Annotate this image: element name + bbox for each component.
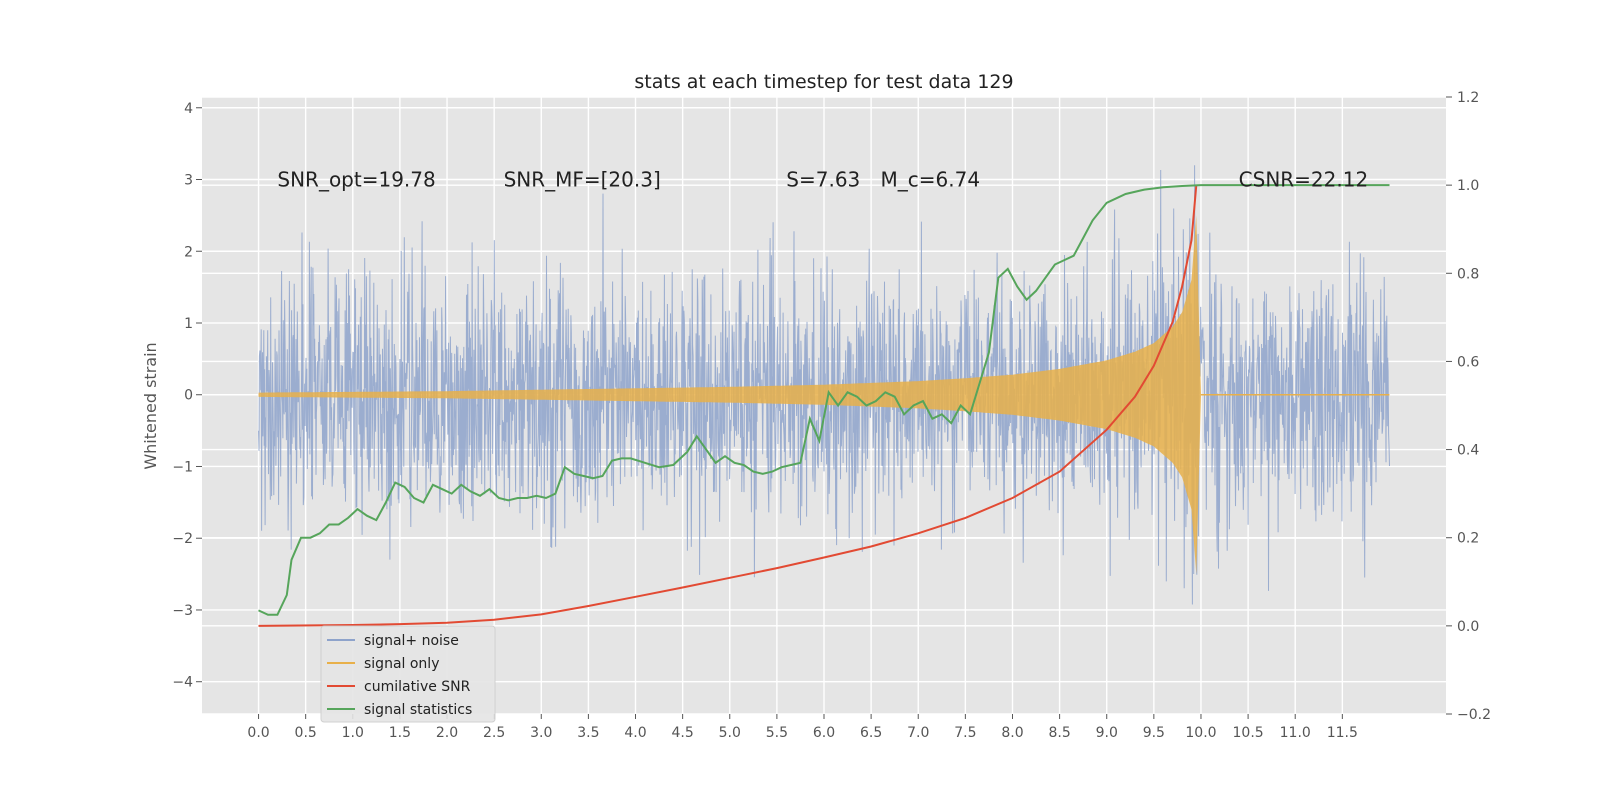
x-tick-label: 0.5 xyxy=(295,725,317,741)
y2-tick-label: −0.2 xyxy=(1457,707,1491,723)
y2-tick-label: 0.6 xyxy=(1457,354,1479,370)
x-axis: 0.0 0.5 1.0 1.5 2.0 2.5 3.0 3.5 4.0 4.5 5.0 5.5 6.0 6… xyxy=(247,714,1358,741)
x-tick-label: 7.0 xyxy=(907,725,929,741)
annotation-label: CSNR=22.12 xyxy=(1239,168,1369,192)
x-tick-label: 10.0 xyxy=(1185,725,1216,741)
x-tick-label: 9.5 xyxy=(1143,725,1165,741)
y2-tick-label: 1.0 xyxy=(1457,178,1479,194)
x-tick-label: 3.0 xyxy=(530,725,552,741)
x-tick-label: 1.5 xyxy=(389,725,411,741)
legend-label: signal+ noise xyxy=(364,633,459,649)
y2-tick-label: 1.2 xyxy=(1457,90,1479,106)
x-tick-label: 5.5 xyxy=(766,725,788,741)
x-tick-label: 4.5 xyxy=(672,725,694,741)
annotation-label: SNR_MF=[20.3] xyxy=(504,168,661,192)
y-tick-label: 3 xyxy=(184,173,193,189)
series-signal-noise xyxy=(258,165,1390,605)
y-tick-label: 1 xyxy=(184,316,193,332)
y-tick-label: −1 xyxy=(172,459,193,475)
x-tick-label: 7.5 xyxy=(954,725,976,741)
y2-tick-label: 0.8 xyxy=(1457,266,1479,282)
x-tick-label: 0.0 xyxy=(247,725,269,741)
x-tick-label: 9.0 xyxy=(1096,725,1118,741)
x-tick-label: 11.0 xyxy=(1280,725,1311,741)
legend-label: signal only xyxy=(364,656,439,672)
legend-label: cumilative SNR xyxy=(364,679,471,695)
legend: signal+ noise signal only cumilative SNR si… xyxy=(320,625,496,723)
legend-box xyxy=(320,625,496,723)
x-tick-label: 3.5 xyxy=(577,725,599,741)
y-tick-label: 2 xyxy=(184,244,193,260)
y-axis-right: −0.2 0.0 0.2 0.4 0.6 0.8 1.0 1.2 xyxy=(1446,90,1491,723)
chart-title: stats at each timestep for test data 129 xyxy=(634,71,1013,93)
y-axis-left: −4 −3 −2 −1 0 1 2 3 4 xyxy=(172,101,202,691)
y-tick-label: −4 xyxy=(172,675,193,691)
annotation-label: M_c=6.74 xyxy=(881,168,981,192)
signal-noise-line xyxy=(258,165,1390,605)
series-signal-only xyxy=(258,215,1390,575)
y-tick-label: 0 xyxy=(184,388,193,404)
x-tick-label: 6.5 xyxy=(860,725,882,741)
y2-tick-label: 0.4 xyxy=(1457,443,1479,459)
series-cumulative-snr xyxy=(258,185,1198,627)
x-tick-label: 2.0 xyxy=(436,725,458,741)
x-tick-label: 5.0 xyxy=(719,725,741,741)
legend-label: signal statistics xyxy=(364,702,472,718)
y-tick-label: −3 xyxy=(172,603,193,619)
cumulative-snr-line xyxy=(258,185,1198,627)
x-tick-label: 8.5 xyxy=(1048,725,1070,741)
annotation-label: SNR_opt=19.78 xyxy=(277,168,435,192)
annotation-label: S=7.63 xyxy=(786,168,860,192)
x-tick-label: 6.0 xyxy=(813,725,835,741)
annotations: SNR_opt=19.78 SNR_MF=[20.3] S=7.63 M_c=6.74… xyxy=(277,168,1368,192)
y-tick-label: −2 xyxy=(172,531,193,547)
x-tick-label: 4.0 xyxy=(624,725,646,741)
series-signal-statistics xyxy=(258,184,1390,616)
x-tick-label: 8.0 xyxy=(1001,725,1023,741)
signal-only-band xyxy=(258,215,1201,575)
x-tick-label: 11.5 xyxy=(1327,725,1358,741)
x-tick-label: 10.5 xyxy=(1233,725,1264,741)
x-tick-label: 2.5 xyxy=(483,725,505,741)
y-axis-label: Whitened strain xyxy=(141,342,160,469)
signal-statistics-line xyxy=(258,184,1390,616)
y2-tick-label: 0.2 xyxy=(1457,531,1479,547)
y2-tick-label: 0.0 xyxy=(1457,619,1479,635)
y-tick-label: 4 xyxy=(184,101,193,117)
x-tick-label: 1.0 xyxy=(342,725,364,741)
